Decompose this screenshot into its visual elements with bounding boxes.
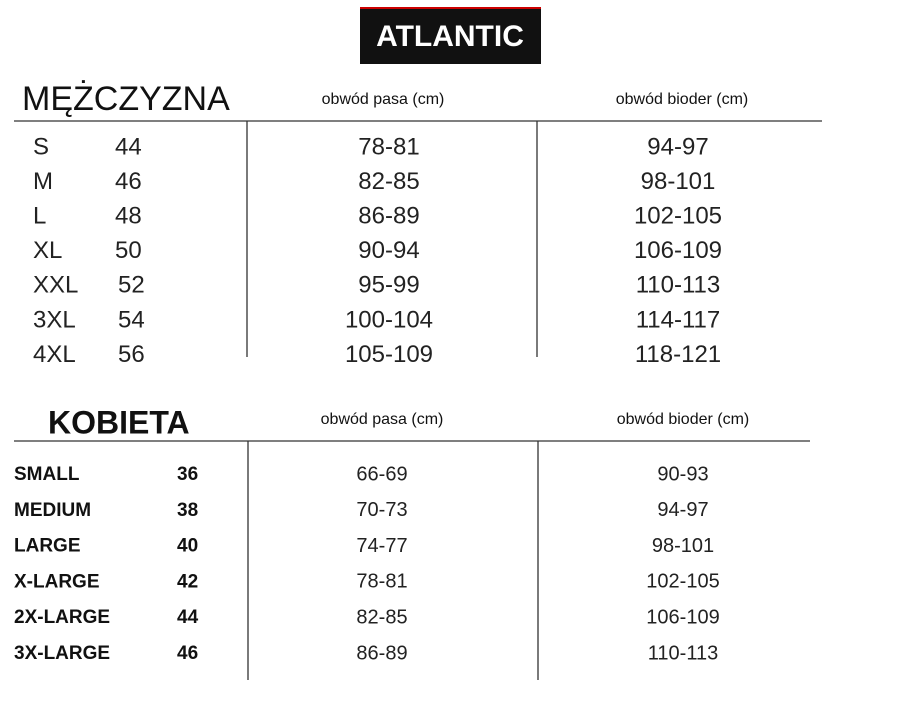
- hips: 118-121: [635, 341, 721, 368]
- size-label: XL: [33, 237, 62, 264]
- size-number: 48: [115, 203, 142, 230]
- size-label: 3X-LARGE: [14, 643, 110, 664]
- waist: 78-81: [356, 571, 407, 593]
- hips: 94-97: [647, 133, 708, 160]
- waist: 86-89: [358, 203, 419, 230]
- size-label: S: [33, 133, 49, 160]
- waist: 90-94: [358, 237, 419, 264]
- waist: 95-99: [358, 272, 419, 299]
- column-header: obwód pasa (cm): [321, 411, 444, 428]
- column-header: obwód bioder (cm): [616, 91, 749, 108]
- column-header: obwód pasa (cm): [322, 91, 445, 108]
- size-number: 50: [115, 237, 142, 264]
- size-number: 40: [177, 536, 198, 557]
- size-label: X-LARGE: [14, 571, 100, 592]
- hips: 98-101: [641, 168, 716, 195]
- hips: 102-105: [634, 203, 722, 230]
- logo: ATLANTIC: [376, 20, 524, 53]
- waist: 105-109: [345, 341, 433, 368]
- size-label: LARGE: [14, 536, 81, 557]
- section-title: KOBIETA: [48, 404, 190, 440]
- size-label: SMALL: [14, 464, 80, 485]
- size-number: 42: [177, 571, 198, 592]
- hips: 110-113: [636, 272, 721, 299]
- hips: 98-101: [652, 535, 714, 557]
- hips: 102-105: [646, 571, 719, 593]
- size-number: 44: [177, 607, 199, 628]
- size-number: 44: [115, 133, 142, 160]
- size-label: MEDIUM: [14, 500, 91, 521]
- size-number: 54: [118, 306, 145, 333]
- hips: 94-97: [657, 499, 708, 521]
- hips: 110-113: [648, 642, 718, 664]
- waist: 78-81: [358, 133, 419, 160]
- waist: 100-104: [345, 306, 433, 333]
- waist: 74-77: [356, 535, 407, 557]
- column-header: obwód bioder (cm): [617, 411, 750, 428]
- hips: 114-117: [636, 306, 721, 333]
- size-label: M: [33, 168, 53, 195]
- hips: 90-93: [657, 463, 708, 485]
- hips: 106-109: [646, 606, 719, 628]
- waist: 86-89: [356, 642, 407, 664]
- size-label: XXL: [33, 272, 78, 299]
- size-number: 46: [115, 168, 142, 195]
- logo-box: [360, 8, 541, 64]
- waist: 82-85: [356, 606, 407, 628]
- size-label: L: [33, 203, 46, 230]
- size-number: 38: [177, 500, 198, 521]
- waist: 70-73: [356, 499, 407, 521]
- hips: 106-109: [634, 237, 722, 264]
- size-number: 46: [177, 643, 198, 664]
- size-label: 4XL: [33, 341, 76, 368]
- size-number: 56: [118, 341, 145, 368]
- size-number: 52: [118, 272, 145, 299]
- waist: 66-69: [356, 463, 407, 485]
- size-label: 3XL: [33, 306, 76, 333]
- section-title: MĘŻCZYZNA: [22, 80, 230, 118]
- waist: 82-85: [358, 168, 419, 195]
- size-label: 2X-LARGE: [14, 607, 110, 628]
- size-number: 36: [177, 464, 198, 485]
